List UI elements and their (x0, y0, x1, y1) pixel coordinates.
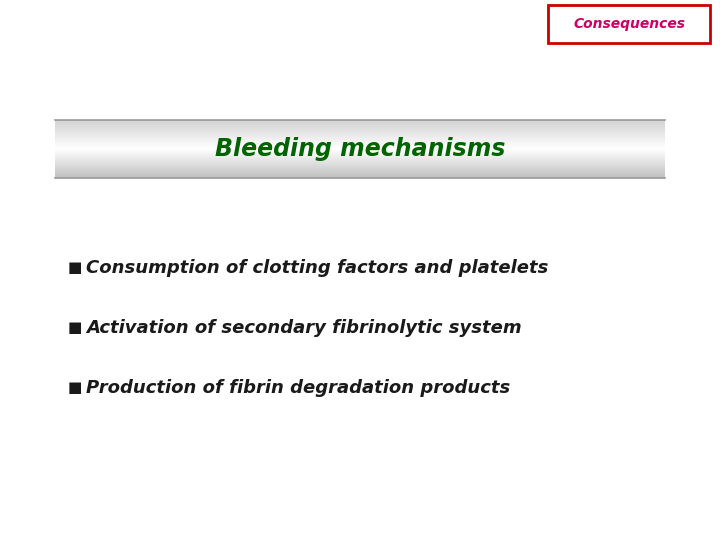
Bar (55, 130, 665, 131)
Bar (55, 120, 665, 122)
Bar (55, 132, 665, 133)
Bar (55, 123, 665, 124)
Bar (55, 121, 665, 122)
Text: ■: ■ (68, 260, 82, 275)
Bar (55, 137, 665, 138)
Bar (55, 140, 665, 141)
Bar (55, 157, 665, 158)
Bar (55, 129, 665, 130)
Bar (55, 143, 665, 144)
Bar (55, 142, 665, 143)
Bar (55, 166, 665, 167)
Bar (55, 174, 665, 175)
Bar (55, 161, 665, 162)
Bar (55, 127, 665, 129)
Bar (55, 149, 665, 151)
Bar (55, 159, 665, 160)
Bar (55, 138, 665, 139)
Bar (55, 153, 665, 154)
Bar (55, 173, 665, 174)
Bar (548, 5, 710, 43)
Bar (55, 151, 665, 153)
Text: ■: ■ (68, 321, 82, 335)
Bar (55, 147, 665, 149)
Bar (55, 163, 665, 164)
Bar (55, 138, 665, 139)
Bar (55, 160, 665, 161)
Bar (55, 152, 665, 153)
Bar (55, 150, 665, 151)
Bar (55, 136, 665, 137)
Bar (55, 161, 665, 163)
Bar (55, 172, 665, 173)
Bar (55, 136, 665, 137)
Bar (55, 170, 665, 172)
Bar (55, 124, 665, 125)
Bar (55, 176, 665, 177)
Bar (55, 123, 665, 124)
Bar (55, 144, 665, 145)
Bar (55, 132, 665, 134)
Bar (55, 165, 665, 166)
Bar (55, 151, 665, 152)
Bar (55, 146, 665, 147)
Bar (55, 157, 665, 158)
Bar (55, 134, 665, 136)
Bar (55, 145, 665, 146)
Bar (55, 148, 665, 150)
Bar (55, 131, 665, 132)
Bar (55, 164, 665, 165)
Bar (55, 141, 665, 143)
Bar (55, 122, 665, 123)
Bar (55, 128, 665, 130)
Bar (55, 130, 665, 132)
Text: Bleeding mechanisms: Bleeding mechanisms (215, 137, 505, 161)
Bar (55, 171, 665, 172)
Bar (55, 172, 665, 174)
Bar (55, 159, 665, 160)
Bar (55, 146, 665, 147)
Bar (55, 177, 665, 178)
Bar (55, 154, 665, 156)
Bar (55, 144, 665, 145)
Bar (55, 153, 665, 155)
Bar (55, 169, 665, 170)
Bar (55, 133, 665, 134)
Bar (55, 125, 665, 126)
Bar (55, 165, 665, 166)
Bar (55, 155, 665, 156)
Bar (55, 148, 665, 149)
Bar (55, 119, 665, 121)
Bar (55, 125, 665, 126)
Bar (55, 176, 665, 177)
Bar (55, 163, 665, 164)
Bar (55, 168, 665, 170)
Bar (55, 134, 665, 135)
Text: ■: ■ (68, 381, 82, 395)
Bar (55, 167, 665, 168)
Bar (55, 174, 665, 176)
Text: Consumption of clotting factors and platelets: Consumption of clotting factors and plat… (86, 259, 549, 277)
Bar (55, 139, 665, 140)
Text: Production of fibrin degradation products: Production of fibrin degradation product… (86, 379, 510, 397)
Text: Activation of secondary fibrinolytic system: Activation of secondary fibrinolytic sys… (86, 319, 521, 337)
Bar (55, 156, 665, 157)
Bar (55, 167, 665, 168)
Bar (55, 158, 665, 159)
Bar (55, 127, 665, 128)
Bar (55, 140, 665, 141)
Bar (55, 126, 665, 127)
Text: Consequences: Consequences (573, 17, 685, 31)
Bar (55, 170, 665, 171)
